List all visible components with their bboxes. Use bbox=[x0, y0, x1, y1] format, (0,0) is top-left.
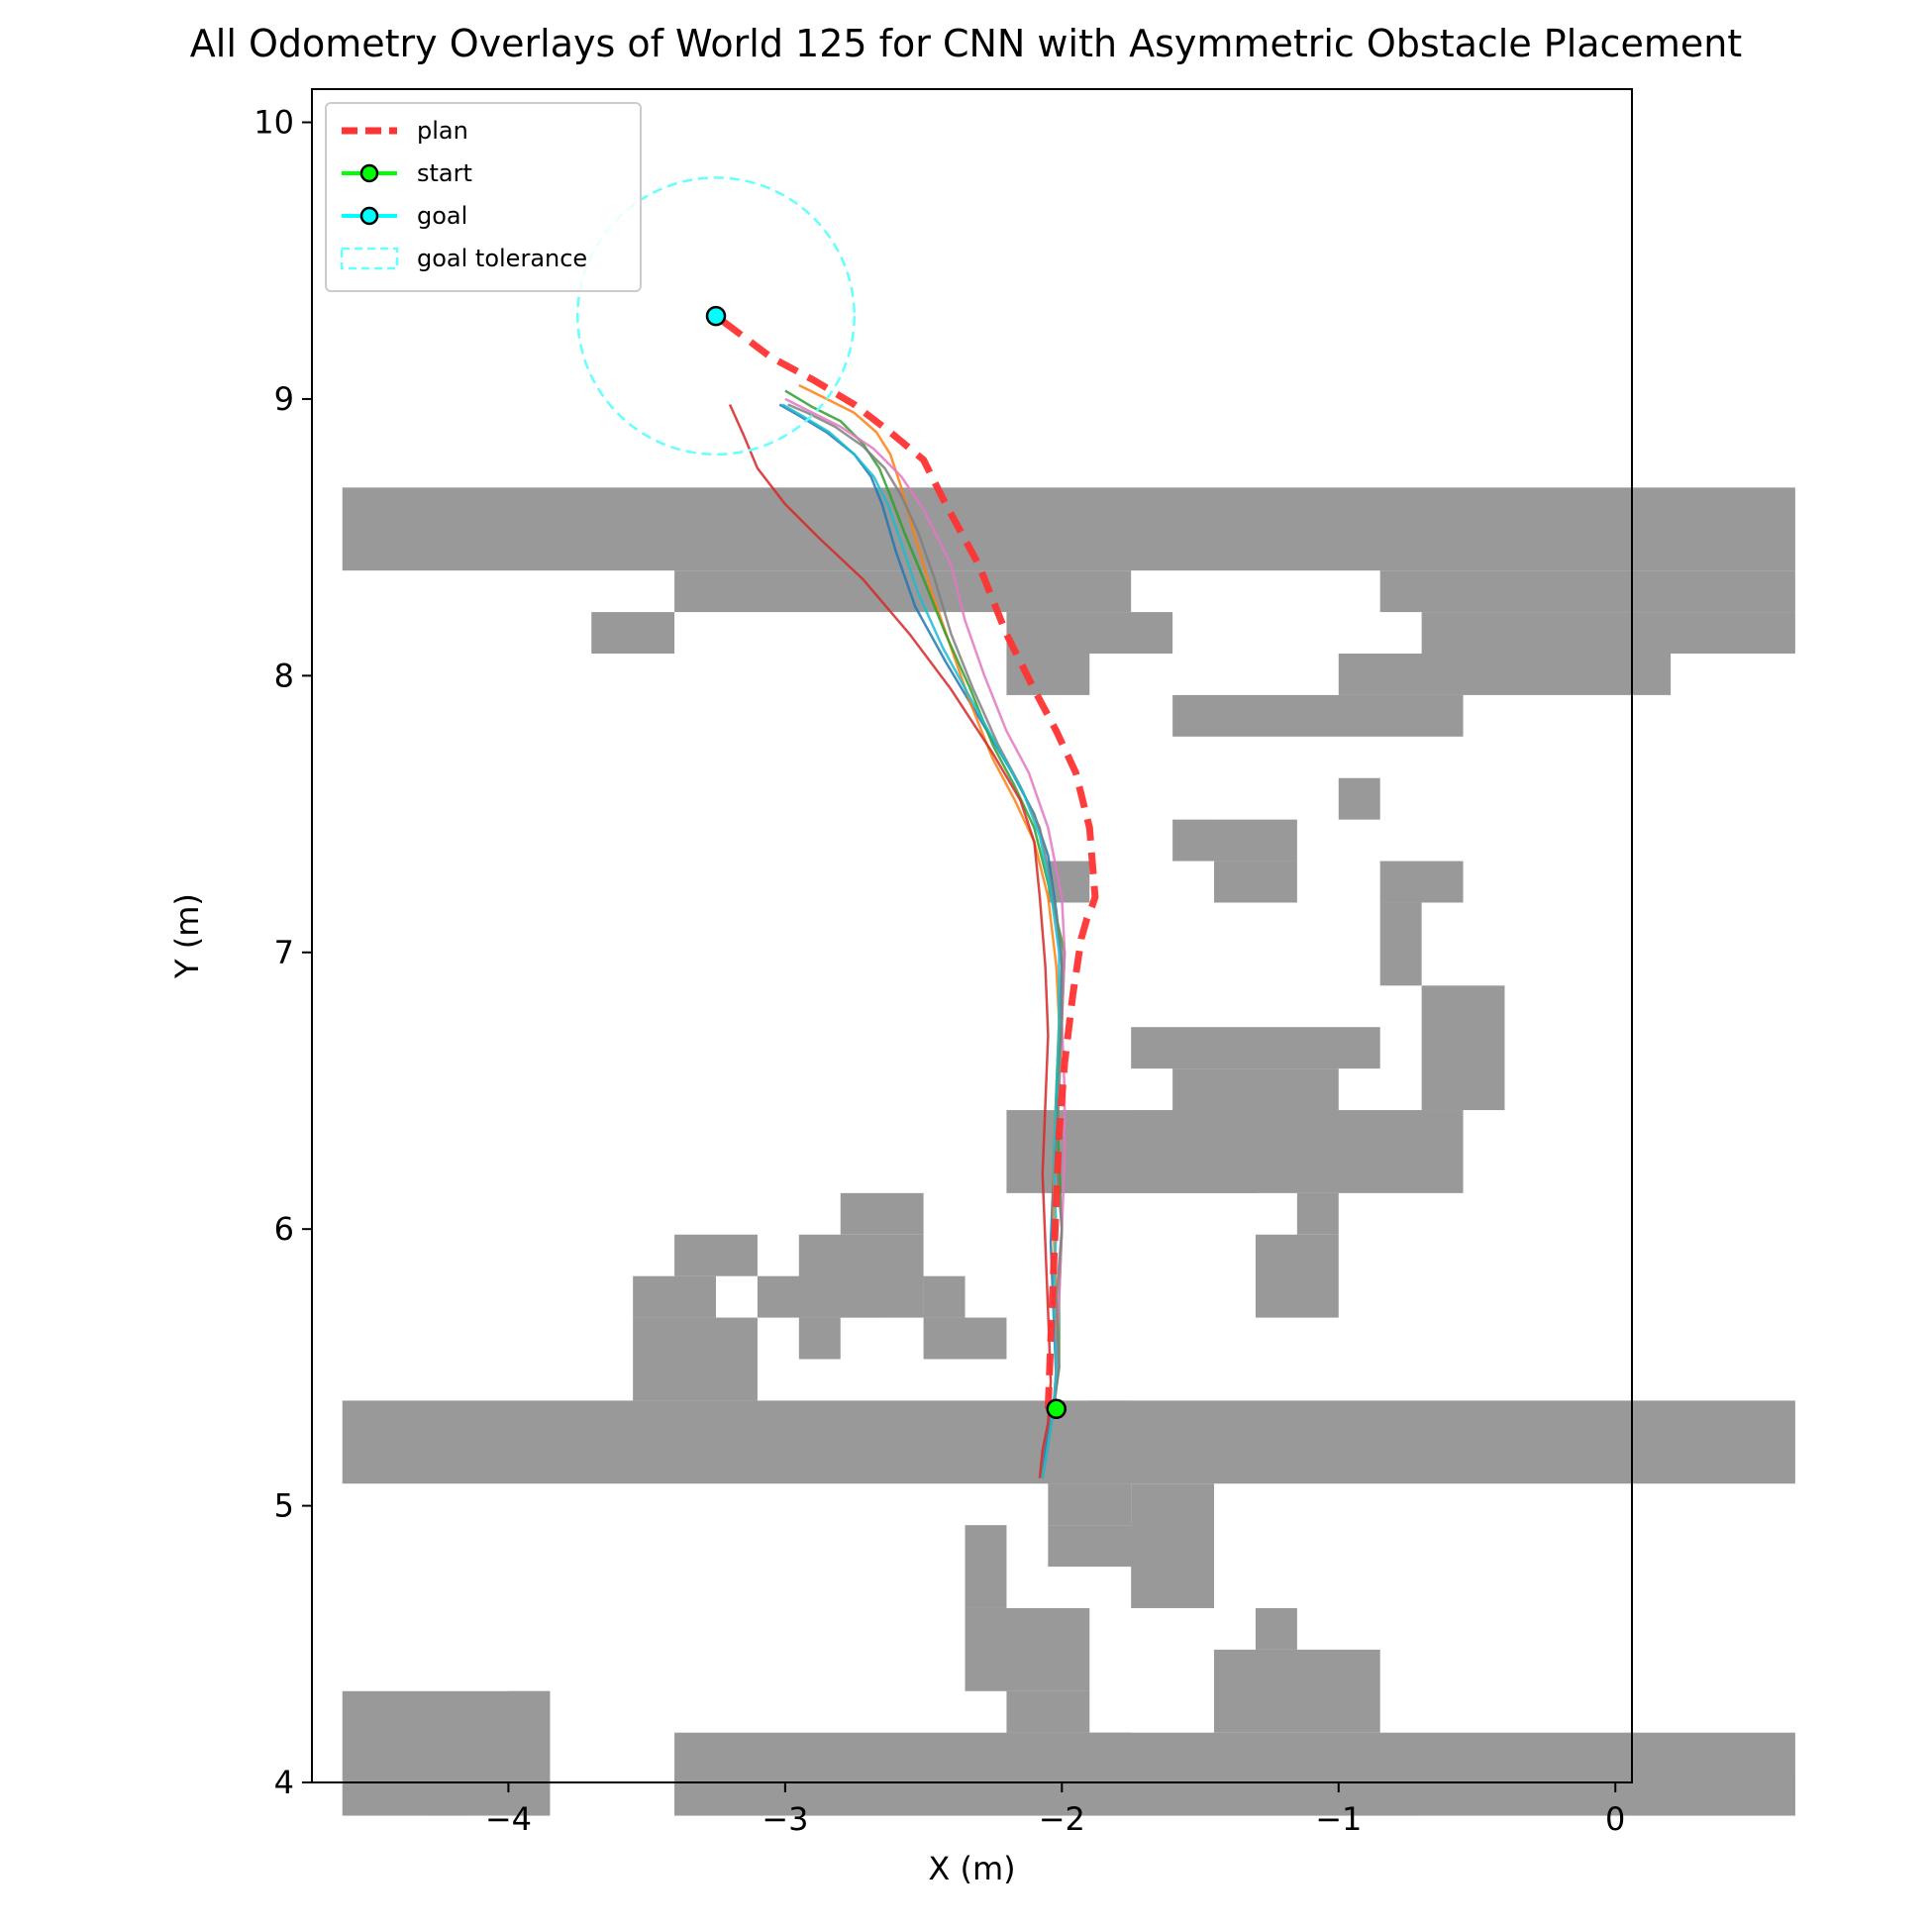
legend-label: goal tolerance bbox=[417, 245, 587, 272]
obstacle-cell bbox=[1296, 1192, 1339, 1235]
obstacle-cell bbox=[1255, 1607, 1297, 1650]
obstacle-cell bbox=[1214, 861, 1297, 903]
obstacle-cell bbox=[1048, 1442, 1132, 1484]
obstacle-cell bbox=[1172, 1068, 1339, 1111]
obstacle-cell bbox=[1131, 1483, 1215, 1608]
x-tick-label: −2 bbox=[1039, 1800, 1085, 1838]
obstacle-cell bbox=[1089, 1400, 1132, 1443]
odometry-line bbox=[784, 397, 1067, 1478]
obstacle-cell bbox=[633, 1275, 717, 1318]
goal-tolerance-circle bbox=[576, 176, 856, 457]
goal-marker bbox=[705, 305, 727, 327]
obstacle-cell bbox=[1421, 612, 1795, 654]
obstacle-cell bbox=[1172, 694, 1464, 737]
obstacle-cell bbox=[1255, 1234, 1339, 1318]
obstacle-cell bbox=[674, 1234, 758, 1276]
start-marker bbox=[1046, 1398, 1067, 1420]
y-tick-label: 9 bbox=[274, 380, 294, 418]
x-tick-label: −1 bbox=[1315, 1800, 1362, 1838]
obstacle-cell bbox=[1214, 819, 1297, 862]
x-axis-label: X (m) bbox=[928, 1850, 1015, 1887]
odometry-line bbox=[781, 403, 1061, 1478]
obstacle-cell bbox=[923, 1317, 1007, 1360]
obstacle-cell bbox=[508, 1690, 551, 1816]
obstacle-cell bbox=[965, 1525, 1007, 1608]
y-axis-label: Y (m) bbox=[168, 893, 206, 979]
x-tick-label: −3 bbox=[762, 1800, 808, 1838]
obstacle-cell bbox=[798, 1317, 841, 1360]
y-tick-label: 7 bbox=[274, 934, 294, 971]
legend-marker bbox=[359, 163, 379, 183]
obstacle-cell bbox=[840, 1192, 924, 1235]
x-tick-label: −4 bbox=[485, 1800, 532, 1838]
obstacle-cell bbox=[1006, 612, 1173, 654]
legend-box bbox=[325, 102, 642, 292]
obstacle-cell bbox=[633, 1317, 758, 1401]
x-tick-label: 0 bbox=[1605, 1800, 1625, 1838]
plan-and-markers bbox=[576, 176, 1099, 1420]
legend-label: plan bbox=[417, 117, 468, 145]
axes-frame bbox=[311, 88, 1633, 1783]
obstacle-cell bbox=[1006, 1732, 1132, 1775]
obstacles bbox=[342, 487, 1795, 1816]
obstacle-cell bbox=[1379, 902, 1422, 986]
obstacle-cell bbox=[591, 612, 675, 654]
y-tick-label: 4 bbox=[274, 1764, 294, 1801]
plan-line bbox=[713, 313, 1099, 1409]
legend-marker bbox=[359, 206, 379, 226]
y-tick-label: 10 bbox=[254, 104, 294, 142]
y-tick-label: 8 bbox=[274, 657, 294, 694]
legend-label: goal bbox=[417, 202, 467, 230]
odometry-line bbox=[728, 403, 1053, 1478]
legend-item: start bbox=[342, 159, 472, 187]
obstacle-cell bbox=[1048, 1483, 1132, 1526]
obstacle-cell bbox=[674, 570, 1132, 613]
legend-item: goal bbox=[342, 202, 467, 230]
obstacle-cell bbox=[1006, 1690, 1090, 1733]
obstacle-cell bbox=[923, 1275, 966, 1318]
legend-item: plan bbox=[342, 117, 468, 145]
obstacle-cell bbox=[1338, 777, 1380, 820]
legend-swatch bbox=[340, 247, 399, 270]
obstacle-cell bbox=[1379, 570, 1795, 613]
obstacle-cell bbox=[1048, 1151, 1256, 1193]
chart-title: All Odometry Overlays of World 125 for C… bbox=[189, 22, 1743, 65]
legend-item: goal tolerance bbox=[340, 245, 587, 272]
obstacle-cell bbox=[342, 487, 1795, 571]
obstacle-cell bbox=[1379, 861, 1464, 903]
obstacle-cell bbox=[1421, 985, 1505, 1111]
obstacle-cell bbox=[1338, 654, 1672, 695]
obstacle-cell bbox=[798, 1234, 924, 1318]
obstacle-cell bbox=[674, 1774, 1422, 1816]
obstacle-cell bbox=[1172, 819, 1215, 862]
y-tick-label: 6 bbox=[274, 1210, 294, 1248]
obstacle-cell bbox=[1629, 1774, 1795, 1816]
legend: plan start goal goal tolerance bbox=[325, 102, 642, 292]
obstacle-cell bbox=[965, 1607, 1090, 1691]
obstacle-cell bbox=[1131, 1027, 1380, 1069]
axis-ticks: −4 −3 −2 −1 0 4 5 6 7 8 9 10 bbox=[254, 104, 1625, 1838]
y-tick-label: 5 bbox=[274, 1487, 294, 1525]
obstacle-cell bbox=[425, 1774, 467, 1816]
legend-label: start bbox=[417, 159, 472, 187]
obstacle-cell bbox=[1006, 654, 1090, 695]
obstacle-cell bbox=[1214, 1649, 1380, 1733]
